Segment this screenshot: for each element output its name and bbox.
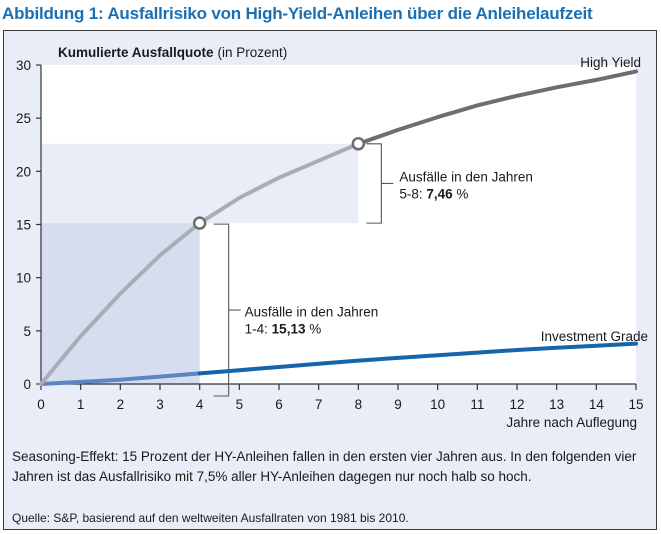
y-tick-label: 10 bbox=[16, 271, 31, 286]
shade-years-1-4 bbox=[41, 223, 200, 384]
x-tick-label: 6 bbox=[275, 397, 283, 412]
series-investment-grade bbox=[197, 341, 638, 376]
x-tick-label: 15 bbox=[628, 397, 643, 412]
x-tick-label: 5 bbox=[236, 397, 244, 412]
annotation-label: Ausfälle in den Jahren bbox=[245, 305, 379, 320]
y-tick-label: 20 bbox=[16, 164, 31, 179]
data-markers bbox=[192, 137, 366, 230]
x-tick-label: 0 bbox=[37, 397, 45, 412]
y-tick-label: 15 bbox=[16, 218, 31, 233]
y-tick-label: 0 bbox=[23, 377, 31, 392]
x-tick-label: 10 bbox=[430, 397, 445, 412]
x-tick-label: 11 bbox=[470, 397, 484, 412]
figure-title: Abbildung 1: Ausfallrisiko von High-Yiel… bbox=[2, 4, 593, 23]
annotation-value: 5-8: 7,46 % bbox=[399, 186, 468, 201]
annotation-labels: Ausfälle in den Jahren 1-4: 15,13 % Ausfäl… bbox=[245, 169, 533, 336]
x-tick-label: 4 bbox=[196, 397, 204, 412]
bracket bbox=[366, 143, 382, 224]
y-tick-label: 25 bbox=[16, 111, 31, 126]
x-tick-label: 9 bbox=[394, 397, 402, 412]
shade-years-5-8 bbox=[41, 143, 359, 224]
x-axis-label: Jahre nach Auflegung bbox=[506, 415, 637, 430]
annotation-label: Ausfälle in den Jahren bbox=[399, 169, 533, 184]
y-axis-ticks: 0 5 10 15 20 25 30 bbox=[16, 58, 41, 392]
marker-circle bbox=[192, 216, 207, 230]
series-high-yield bbox=[356, 69, 638, 146]
figure-source: Quelle: S&P, basierend auf den weltweite… bbox=[12, 511, 409, 525]
chart-title: Kumulierte Ausfallquote (in Prozent) bbox=[58, 45, 287, 60]
x-tick-label: 2 bbox=[117, 397, 125, 412]
annotation-brackets bbox=[213, 143, 394, 397]
y-tick-label: 5 bbox=[23, 324, 31, 339]
x-tick-label: 12 bbox=[509, 397, 524, 412]
x-tick-label: 3 bbox=[156, 397, 164, 412]
series-label-investment-grade: Investment Grade bbox=[541, 329, 648, 344]
x-axis-ticks: 0 1 2 3 4 5 6 7 8 9 10 11 12 13 14 15 bbox=[37, 384, 644, 412]
marker-circle bbox=[351, 137, 366, 151]
figure-caption: Seasoning-Effekt: 15 Prozent der HY-Anle… bbox=[12, 449, 637, 484]
x-tick-label: 13 bbox=[549, 397, 564, 412]
series-label-high-yield: High Yield bbox=[580, 55, 641, 70]
annotation-value: 1-4: 15,13 % bbox=[245, 322, 322, 337]
y-tick-label: 30 bbox=[16, 58, 31, 73]
x-tick-label: 1 bbox=[77, 397, 85, 412]
x-tick-label: 7 bbox=[315, 397, 323, 412]
x-tick-label: 8 bbox=[355, 397, 363, 412]
x-tick-label: 14 bbox=[589, 397, 605, 412]
series-investment-grade-highlight bbox=[39, 371, 202, 386]
